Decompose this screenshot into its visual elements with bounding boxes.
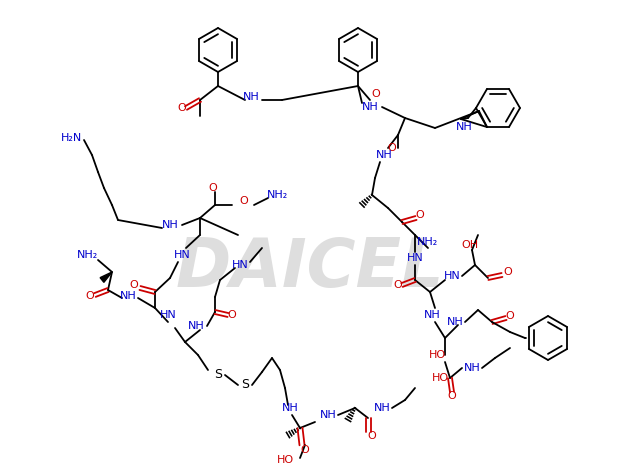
Text: NH: NH	[424, 310, 440, 320]
Text: NH: NH	[361, 102, 378, 112]
Text: NH₂: NH₂	[417, 237, 438, 247]
Text: O: O	[228, 310, 237, 320]
Text: O: O	[178, 103, 186, 113]
Text: NH₂: NH₂	[268, 190, 289, 200]
Text: O: O	[371, 89, 381, 99]
Text: NH: NH	[374, 403, 391, 413]
Text: NH: NH	[282, 403, 298, 413]
Text: S: S	[241, 378, 249, 391]
Text: NH: NH	[188, 321, 204, 331]
Text: NH: NH	[161, 220, 178, 230]
Text: NH: NH	[120, 291, 137, 301]
Text: HO: HO	[432, 373, 448, 383]
Text: O: O	[394, 280, 402, 290]
Text: S: S	[214, 368, 222, 381]
Polygon shape	[100, 272, 112, 282]
Text: NH: NH	[320, 410, 337, 420]
Text: HN: HN	[407, 253, 424, 263]
Text: DAICEL: DAICEL	[176, 235, 444, 301]
Text: NH: NH	[376, 150, 392, 160]
Text: HO: HO	[276, 455, 294, 465]
Text: O: O	[240, 196, 248, 206]
Text: HN: HN	[443, 271, 460, 281]
Text: HN: HN	[160, 310, 176, 320]
Text: HN: HN	[232, 260, 248, 270]
Text: NH: NH	[464, 363, 481, 373]
Text: NH₂: NH₂	[78, 250, 99, 260]
Text: O: O	[505, 311, 514, 321]
Text: NH: NH	[446, 317, 463, 327]
Text: O: O	[130, 280, 138, 290]
Text: NH: NH	[456, 122, 473, 132]
Text: O: O	[368, 431, 376, 441]
Text: H₂N: H₂N	[61, 133, 83, 143]
Text: HO: HO	[428, 350, 445, 360]
Text: O: O	[504, 267, 512, 277]
Text: OH: OH	[461, 240, 479, 250]
Text: O: O	[415, 210, 424, 220]
Text: O: O	[86, 291, 94, 301]
Text: O: O	[209, 183, 217, 193]
Text: O: O	[301, 445, 309, 455]
Text: O: O	[448, 391, 456, 401]
Text: HN: HN	[174, 250, 191, 260]
Text: O: O	[388, 143, 396, 153]
Text: NH: NH	[243, 92, 260, 102]
